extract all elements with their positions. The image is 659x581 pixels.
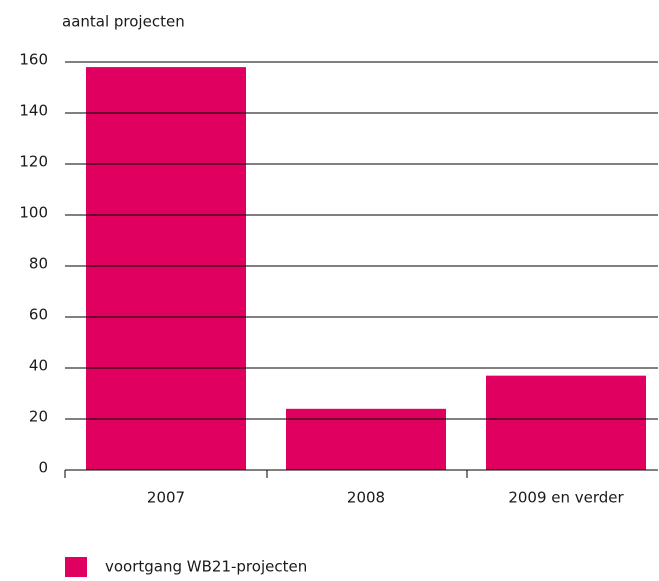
bar bbox=[286, 408, 446, 470]
y-tick-label: 40 bbox=[29, 357, 48, 375]
y-tick-label: 160 bbox=[19, 51, 48, 69]
bar bbox=[486, 375, 646, 470]
x-tick-label: 2007 bbox=[147, 489, 185, 507]
y-tick-label: 0 bbox=[38, 459, 48, 477]
y-tick-label: 80 bbox=[29, 255, 48, 273]
legend-swatch bbox=[65, 557, 87, 577]
legend-label: voortgang WB21-projecten bbox=[105, 558, 307, 576]
bar bbox=[86, 67, 246, 470]
x-tick-label: 2009 en verder bbox=[508, 489, 624, 507]
y-tick-label: 60 bbox=[29, 306, 48, 324]
y-tick-label: 20 bbox=[29, 408, 48, 426]
x-tick-label: 2008 bbox=[347, 489, 385, 507]
y-tick-label: 140 bbox=[19, 102, 48, 120]
y-axis-label: aantal projecten bbox=[62, 13, 185, 31]
y-tick-label: 100 bbox=[19, 204, 48, 222]
y-tick-label: 120 bbox=[19, 153, 48, 171]
